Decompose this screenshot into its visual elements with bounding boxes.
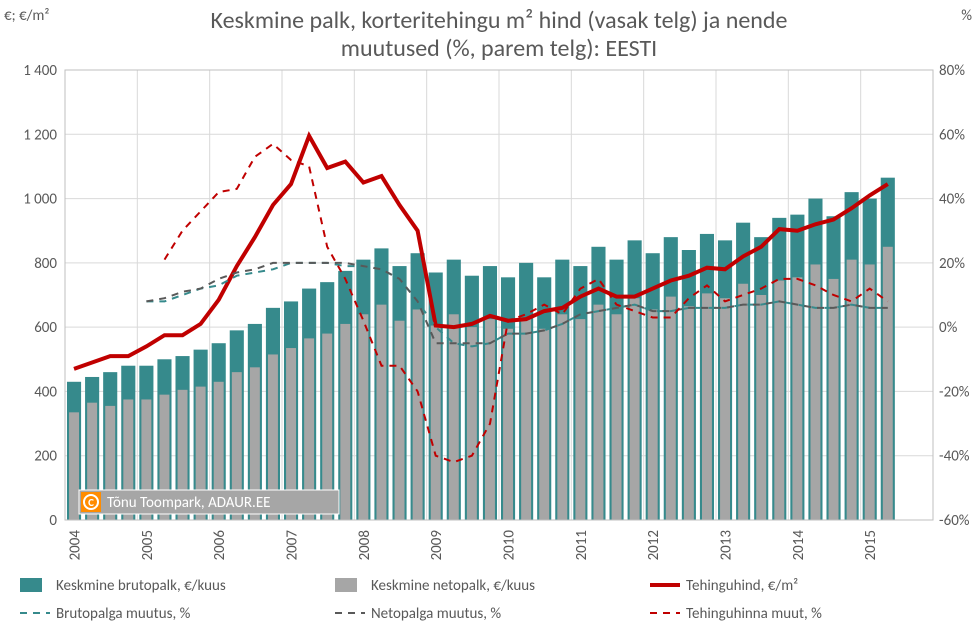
- right-tick-label: -40%: [939, 448, 970, 466]
- x-year-label: 2005: [139, 530, 157, 560]
- legend-label: Brutopalga muutus, %: [56, 605, 191, 623]
- bar-neto: [847, 260, 857, 520]
- x-year-label: 2004: [66, 530, 84, 561]
- attribution-text: Tõnu Toompark, ADAUR.EE: [107, 494, 270, 512]
- bar-neto: [738, 284, 748, 520]
- chart-svg: Keskmine palk, korteritehingu m² hind (v…: [0, 0, 976, 638]
- bar-neto: [883, 247, 893, 520]
- right-tick-label: 40%: [939, 191, 965, 209]
- bar-neto: [865, 264, 875, 520]
- x-year-label: 2013: [717, 530, 735, 561]
- left-tick-label: 0: [49, 512, 57, 530]
- bar-neto: [413, 309, 423, 520]
- legend-item: Keskmine netopalk, €/kuus: [335, 577, 535, 595]
- bar-neto: [503, 329, 513, 520]
- svg-text:C: C: [88, 496, 94, 509]
- bar-neto: [539, 329, 549, 520]
- legend-item: Tehinguhinna muut, %: [650, 605, 822, 623]
- bar-neto: [395, 321, 405, 520]
- legend-item: Netopalga muutus, %: [335, 605, 501, 623]
- x-year-label: 2014: [790, 530, 808, 561]
- left-tick-label: 200: [34, 448, 57, 466]
- right-tick-label: -60%: [939, 512, 970, 530]
- bar-neto: [702, 293, 712, 520]
- bar-neto: [521, 318, 531, 521]
- chart-container: Keskmine palk, korteritehingu m² hind (v…: [0, 0, 976, 638]
- x-year-label: 2009: [428, 530, 446, 561]
- legend-item: Tehinguhind, €/m²: [650, 577, 798, 595]
- x-year-label: 2008: [356, 530, 374, 560]
- left-tick-label: 1 000: [23, 191, 57, 209]
- bar-neto: [648, 309, 658, 520]
- left-tick-label: 600: [34, 319, 57, 337]
- right-tick-label: 20%: [939, 255, 965, 273]
- chart-title-line1: Keskmine palk, korteritehingu m² hind (v…: [211, 6, 788, 35]
- bar-neto: [829, 279, 839, 520]
- x-year-label: 2012: [645, 530, 663, 560]
- bar-neto: [449, 314, 459, 520]
- legend-label: Tehinguhinna muut, %: [686, 605, 822, 623]
- bar-neto: [720, 298, 730, 520]
- right-tick-label: -20%: [939, 383, 970, 401]
- legend-label: Keskmine brutopalk, €/kuus: [56, 577, 226, 595]
- bar-neto: [69, 412, 79, 520]
- left-tick-label: 400: [34, 383, 57, 401]
- bar-neto: [810, 264, 820, 520]
- legend-label: Tehinguhind, €/m²: [686, 577, 798, 595]
- bar-neto: [431, 326, 441, 520]
- bar-neto: [756, 295, 766, 520]
- bar-neto: [557, 314, 567, 520]
- left-tick-label: 1 400: [23, 62, 57, 80]
- x-year-label: 2007: [283, 530, 301, 561]
- left-tick-label: 800: [34, 255, 57, 273]
- bar-neto: [666, 297, 676, 520]
- bar-neto: [376, 305, 386, 520]
- x-year-label: 2011: [573, 530, 591, 560]
- legend-item: Keskmine brutopalk, €/kuus: [20, 577, 226, 595]
- bar-neto: [593, 305, 603, 520]
- bar-neto: [774, 281, 784, 520]
- bar-neto: [612, 314, 622, 520]
- bar-neto: [792, 277, 802, 520]
- bar-neto: [340, 324, 350, 520]
- right-tick-label: 80%: [939, 62, 965, 80]
- x-year-label: 2015: [862, 530, 880, 560]
- bar-neto: [630, 298, 640, 520]
- legend-label: Keskmine netopalk, €/kuus: [371, 577, 535, 595]
- bar-neto: [358, 314, 368, 520]
- right-tick-label: 60%: [939, 126, 965, 144]
- legend-item: Brutopalga muutus, %: [20, 605, 191, 623]
- x-year-label: 2006: [211, 530, 229, 561]
- right-tick-label: 0%: [939, 319, 958, 337]
- legend-label: Netopalga muutus, %: [371, 605, 501, 623]
- left-tick-label: 1 200: [23, 126, 57, 144]
- x-year-label: 2010: [500, 530, 518, 561]
- bar-neto: [467, 327, 477, 520]
- left-axis-unit: €; €/m²: [4, 7, 49, 25]
- attribution-box: C Tõnu Toompark, ADAUR.EE: [79, 490, 339, 514]
- chart-title-line2: muutused (%, parem telg): EESTI: [341, 34, 657, 63]
- right-axis-unit: %: [961, 7, 972, 25]
- bar-neto: [575, 319, 585, 520]
- bar-neto: [684, 306, 694, 520]
